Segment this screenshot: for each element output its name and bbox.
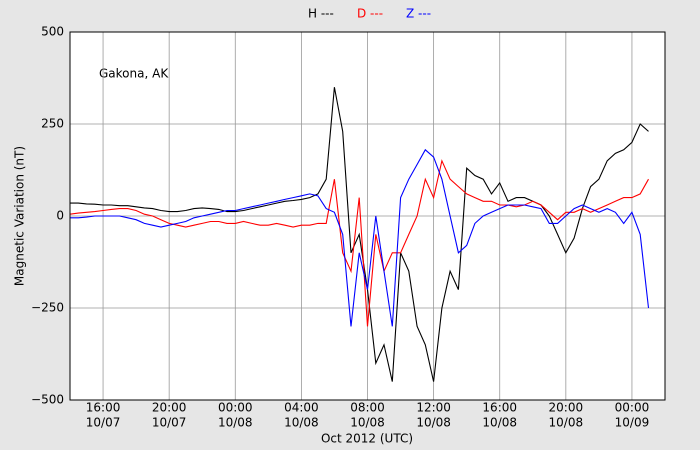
x-tick-label: 10/08 (416, 416, 451, 430)
y-tick-label: 500 (41, 25, 64, 39)
legend-entry: Z --- (406, 7, 431, 21)
y-tick-label: −250 (31, 301, 64, 315)
x-tick-label: 08:00 (350, 401, 385, 415)
x-tick-label: 10/08 (284, 416, 319, 430)
legend-entry: H --- (308, 7, 334, 21)
x-tick-label: 10/08 (482, 416, 517, 430)
x-tick-label: 00:00 (615, 401, 650, 415)
x-tick-label: 10/08 (549, 416, 584, 430)
y-axis-label: Magnetic Variation (nT) (13, 146, 27, 286)
legend-entry: D --- (357, 7, 383, 21)
plot-frame (69, 31, 666, 401)
x-tick-label: 10/09 (615, 416, 650, 430)
x-tick-label: 10/08 (350, 416, 385, 430)
y-tick-label: 250 (41, 117, 64, 131)
x-tick-label: 10/07 (152, 416, 187, 430)
data-line (70, 87, 649, 382)
x-axis-label: Oct 2012 (UTC) (321, 432, 413, 446)
x-tick-label: 00:00 (218, 401, 253, 415)
x-tick-label: 16:00 (482, 401, 517, 415)
x-tick-label: 20:00 (152, 401, 187, 415)
x-tick-label: 16:00 (86, 401, 121, 415)
annotation: Gakona, AK (99, 67, 169, 81)
y-tick-label: −500 (31, 393, 64, 407)
x-tick-label: 20:00 (549, 401, 584, 415)
x-tick-label: 10/08 (218, 416, 253, 430)
data-line (69, 159, 649, 327)
data-line (70, 148, 650, 327)
y-tick-label: 0 (56, 209, 64, 223)
x-tick-label: 12:00 (416, 401, 451, 415)
x-tick-label: 04:00 (284, 401, 319, 415)
x-tick-label: 10/07 (86, 416, 121, 430)
